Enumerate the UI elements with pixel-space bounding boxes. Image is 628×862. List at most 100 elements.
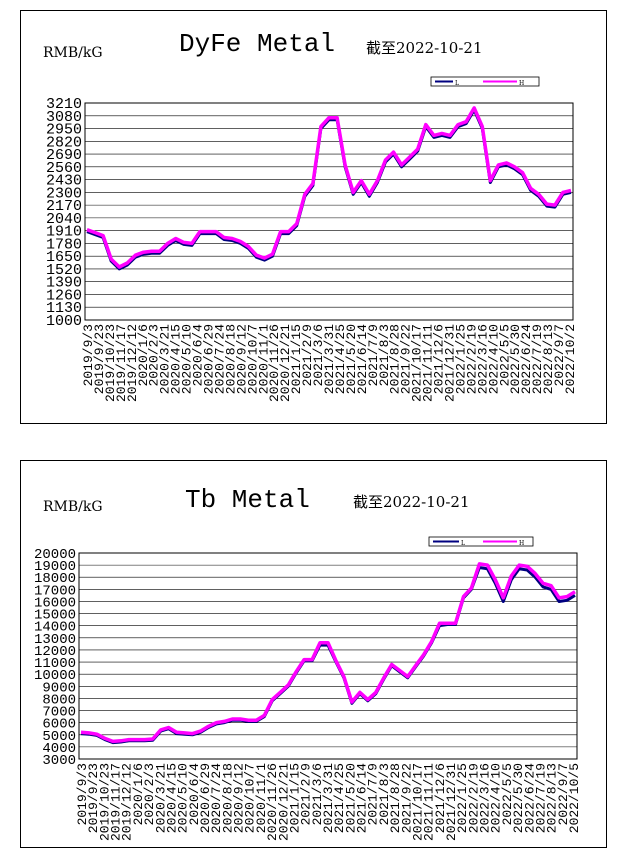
- y-tick-label: 19000: [34, 559, 76, 575]
- date-note: 截至2022-10-21: [353, 493, 470, 511]
- x-tick-label: 2020/12/21: [278, 324, 293, 402]
- y-tick-label: 13000: [34, 632, 76, 648]
- unit-label: RMB/kG: [43, 499, 103, 515]
- y-tick-label: 2430: [46, 173, 82, 190]
- chart-title: Tb Metal: [185, 485, 310, 515]
- y-tick-label: 12000: [34, 644, 76, 660]
- y-tick-label: 2950: [46, 122, 82, 139]
- x-tick-label: 2022/4/10: [486, 324, 501, 394]
- tb-chart-panel: RMB/kG Tb Metal 截至2022-10-21 L H 3000 400…: [20, 460, 607, 848]
- y-tick-label: 1650: [46, 249, 82, 266]
- x-tick-label: 2022/7/19: [530, 324, 545, 394]
- y-tick-label: 1130: [46, 300, 82, 317]
- x-tick-label: 2019/9/23: [92, 324, 107, 394]
- x-tick-label: 2021/2/9: [299, 763, 314, 825]
- y-tick-label: 16000: [34, 595, 76, 611]
- x-tick-label: 2021/3/6: [310, 763, 325, 825]
- y-tick-label: 3080: [46, 109, 82, 126]
- date-note: 截至2022-10-21: [366, 39, 483, 57]
- y-tick-label: 1910: [46, 224, 82, 241]
- x-tick-label: 2021/7/9: [366, 324, 381, 386]
- y-tick-label: 5000: [42, 729, 76, 745]
- x-tick-label: 2021/2/9: [300, 324, 315, 386]
- series-lines: [80, 562, 576, 745]
- x-tick-label: 2021/3/31: [322, 324, 337, 394]
- y-tick-label: 2820: [46, 134, 82, 151]
- legend-high-label: H: [519, 540, 524, 547]
- tb-chart: RMB/kG Tb Metal 截至2022-10-21 L H 3000400…: [34, 485, 582, 841]
- x-tick-label: 2021/6/14: [355, 763, 370, 833]
- y-axis-ticks: 3000400050006000700080009000100001100012…: [34, 547, 76, 769]
- x-tick-label: 2021/7/9: [366, 763, 381, 825]
- y-tick-label: 2040: [46, 211, 82, 228]
- x-tick-label: 2020/4/15: [169, 324, 184, 394]
- y-tick-label: 2300: [46, 185, 82, 202]
- x-tick-label: 2022/8/13: [541, 324, 556, 394]
- x-tick-label: 2021/12/6: [432, 324, 447, 394]
- x-tick-label: 2021/4/25: [333, 324, 348, 394]
- x-tick-label: 2019/9/3: [75, 763, 90, 825]
- x-tick-label: 2020/6/4: [191, 324, 206, 387]
- y-tick-label: 9000: [42, 680, 76, 696]
- x-tick-label: 2020/11/1: [254, 763, 269, 833]
- series-high-line: [80, 562, 576, 744]
- x-tick-label: 2021/3/6: [311, 324, 326, 386]
- x-axis-ticks: 2019/9/32019/9/232019/10/232019/11/17201…: [81, 324, 578, 402]
- chart-title: DyFe Metal: [179, 29, 335, 59]
- x-tick-label: 2020/7/24: [212, 324, 227, 394]
- plot-area: [78, 552, 578, 760]
- legend: L H: [430, 76, 540, 87]
- x-tick-label: 2020/9/12: [232, 763, 247, 833]
- x-tick-label: 2020/11/26: [265, 763, 280, 841]
- x-tick-label: 2022/9/7: [552, 324, 567, 386]
- x-tick-label: 2021/6/14: [355, 324, 370, 394]
- x-tick-label: 2022/6/24: [519, 324, 534, 394]
- x-tick-label: 2021/5/20: [344, 324, 359, 394]
- x-tick-label: 2022/1/25: [453, 324, 468, 394]
- x-tick-label: 2020/8/18: [220, 763, 235, 833]
- x-tick-label: 2021/12/31: [443, 324, 458, 402]
- legend: L H: [428, 536, 534, 547]
- legend-low-label: L: [455, 80, 459, 87]
- x-tick-label: 2020/12/21: [276, 763, 291, 841]
- x-tick-label: 2021/8/3: [377, 763, 392, 825]
- x-tick-label: 2020/8/18: [223, 324, 238, 394]
- x-tick-label: 2019/12/12: [120, 763, 135, 841]
- y-tick-label: 8000: [42, 692, 76, 708]
- y-axis-ticks: 1000113012601390152016501780191020402170…: [46, 96, 82, 330]
- x-tick-label: 2022/5/30: [511, 763, 526, 833]
- x-tick-label: 2022/10/2: [563, 324, 578, 394]
- legend-low-label: L: [461, 540, 465, 547]
- x-tick-label: 2020/1/6: [136, 324, 151, 386]
- x-tick-label: 2019/11/17: [109, 763, 124, 841]
- series-lines: [86, 106, 572, 271]
- y-tick-label: 4000: [42, 741, 76, 757]
- x-tick-label: 2020/11/26: [267, 324, 282, 402]
- x-tick-label: 2020/6/29: [202, 324, 217, 394]
- x-tick-label: 2021/8/3: [377, 324, 392, 386]
- x-tick-label: 2022/5/5: [500, 763, 515, 825]
- x-tick-label: 2022/9/7: [556, 763, 571, 825]
- x-tick-label: 2020/10/7: [245, 324, 260, 394]
- x-tick-label: 2020/11/1: [256, 324, 271, 394]
- x-tick-label: 2020/3/21: [153, 763, 168, 833]
- x-tick-label: 2022/7/19: [533, 763, 548, 833]
- y-tick-label: 3000: [42, 753, 76, 769]
- y-tick-label: 15000: [34, 608, 76, 624]
- x-tick-label: 2021/9/22: [399, 763, 414, 833]
- gridlines: [84, 102, 574, 321]
- x-tick-label: 2022/5/5: [497, 324, 512, 386]
- series-low-line: [86, 108, 572, 271]
- unit-label: RMB/kG: [43, 45, 103, 61]
- y-tick-label: 2690: [46, 147, 82, 164]
- x-tick-label: 2021/5/20: [343, 763, 358, 833]
- x-tick-label: 2020/1/6: [131, 763, 146, 825]
- x-tick-label: 2021/11/11: [421, 324, 436, 402]
- series-high-line: [86, 106, 572, 269]
- x-tick-label: 2020/6/29: [198, 763, 213, 833]
- x-tick-label: 2020/5/10: [176, 763, 191, 833]
- y-tick-label: 18000: [34, 571, 76, 587]
- x-tick-label: 2022/1/25: [455, 763, 470, 833]
- x-tick-label: 2021/8/28: [388, 324, 403, 394]
- x-tick-label: 2022/5/30: [508, 324, 523, 394]
